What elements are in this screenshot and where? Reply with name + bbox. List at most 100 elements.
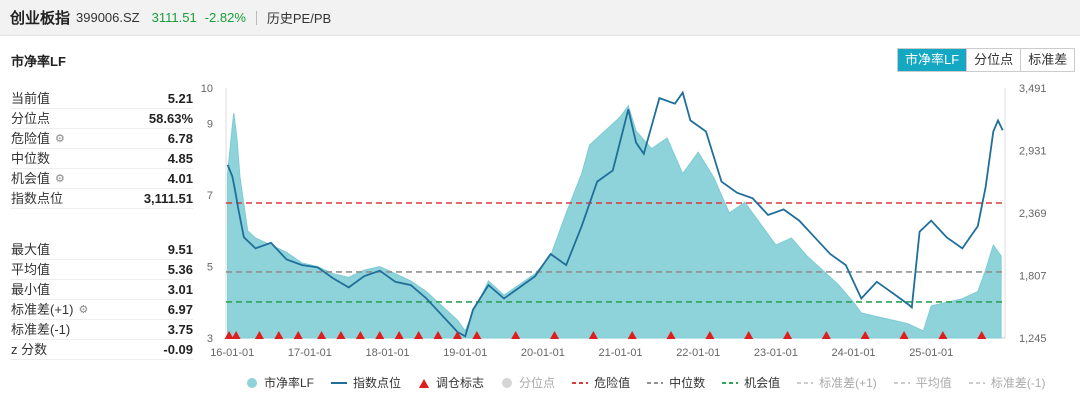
gear-icon[interactable]: ⚙ xyxy=(78,303,89,316)
gear-icon[interactable]: ⚙ xyxy=(55,132,65,145)
rebalance-marker xyxy=(705,331,715,339)
x-tick-label: 21-01-01 xyxy=(599,347,643,359)
x-tick-label: 19-01-01 xyxy=(443,347,487,359)
stat-label-text: 最小值 xyxy=(11,281,51,297)
legend-label: 机会值 xyxy=(744,376,781,390)
tab-percentile[interactable]: 分位点 xyxy=(966,49,1021,71)
stat-label: 分位点 xyxy=(11,109,50,128)
rebalance-marker xyxy=(433,331,443,339)
rebalance-marker xyxy=(254,331,264,339)
stat-value: 58.63% xyxy=(148,111,193,126)
legend-symbol xyxy=(572,381,589,384)
x-tick-label: 24-01-01 xyxy=(832,347,876,359)
rebalance-marker xyxy=(394,331,404,339)
header-bar: 创业板指 399006.SZ 3111.51 -2.82% 历史PE/PB xyxy=(0,0,1080,36)
legend-item[interactable]: 危险值 xyxy=(572,374,630,391)
stat-row: 分位点 58.63% xyxy=(11,109,193,129)
chart-subtitle: 市净率LF xyxy=(11,54,66,69)
stat-value: 4.85 xyxy=(167,151,193,166)
y-right-tick-label: 2,369 xyxy=(1019,208,1047,220)
rebalance-marker xyxy=(666,331,676,339)
stat-value: 3,111.51 xyxy=(143,191,193,206)
y-right-tick-label: 1,245 xyxy=(1019,333,1047,345)
pb-area-series xyxy=(227,104,1002,339)
stat-value: 6.97 xyxy=(167,302,193,317)
stats-panel-top: 当前值 5.21 分位点 58.63% 危险值 ⚙ 6.78 中位数 4.85 机会值 ⚙ 4.01 指… xyxy=(11,89,193,209)
rebalance-marker xyxy=(274,331,284,339)
stat-value: 9.51 xyxy=(167,242,193,257)
rebalance-marker xyxy=(231,331,241,339)
legend-item[interactable]: 机会值 xyxy=(722,374,780,391)
legend-item[interactable]: 调仓标志 xyxy=(418,374,484,391)
legend-item[interactable]: 标准差(+1) xyxy=(797,374,877,391)
stat-row: 最大值 9.51 xyxy=(11,240,193,260)
stat-row: 标准差(+1) ⚙ 6.97 xyxy=(11,300,193,320)
stat-label-text: 当前值 xyxy=(11,90,51,106)
rebalance-marker xyxy=(821,331,831,339)
stat-label-text: 标准差(-1) xyxy=(11,321,71,337)
stat-label: 标准差(-1) xyxy=(11,320,70,339)
stat-label: z 分数 xyxy=(11,340,47,359)
rebalance-marker xyxy=(336,331,346,339)
legend-item[interactable]: 市净率LF xyxy=(246,374,314,391)
stat-label-text: z 分数 xyxy=(11,341,48,357)
y-right-tick-label: 2,931 xyxy=(1019,145,1047,157)
x-tick-label: 22-01-01 xyxy=(676,347,720,359)
y-left-tick-label: 3 xyxy=(207,333,213,345)
stat-label: 危险值 ⚙ xyxy=(11,129,65,148)
stat-label-text: 危险值 xyxy=(11,130,51,146)
legend-item[interactable]: 分位点 xyxy=(501,374,555,391)
stat-row: 机会值 ⚙ 4.01 xyxy=(11,169,193,189)
view-tabs: 市净率LF 分位点 标准差 xyxy=(897,48,1076,72)
rebalance-marker xyxy=(977,331,987,339)
legend-symbol xyxy=(797,381,814,384)
rebalance-marker xyxy=(375,331,385,339)
legend-item[interactable]: 指数点位 xyxy=(331,374,401,391)
rebalance-marker xyxy=(744,331,754,339)
legend-label: 标准差(-1) xyxy=(990,376,1046,390)
stat-label: 标准差(+1) ⚙ xyxy=(11,300,88,319)
index-line-series xyxy=(226,90,1004,338)
gear-icon[interactable]: ⚙ xyxy=(55,172,65,185)
stat-row: 指数点位 3,111.51 xyxy=(11,189,193,209)
history-link[interactable]: 历史PE/PB xyxy=(266,11,332,26)
legend-symbol xyxy=(331,381,348,384)
tab-stddev[interactable]: 标准差 xyxy=(1020,49,1075,71)
x-tick-label: 16-01-01 xyxy=(210,347,254,359)
legend-item[interactable]: 中位数 xyxy=(647,374,705,391)
stat-label: 机会值 ⚙ xyxy=(11,169,65,188)
legend-symbol xyxy=(968,381,985,384)
stat-label-text: 标准差(+1) xyxy=(11,301,74,317)
legend-symbol xyxy=(647,381,664,384)
stat-value: 4.01 xyxy=(167,171,193,186)
legend-label: 调仓标志 xyxy=(436,376,485,390)
stat-label: 当前值 xyxy=(11,89,50,108)
rebalance-marker xyxy=(899,331,909,339)
stat-label-text: 机会值 xyxy=(11,170,51,186)
y-left-tick-label: 10 xyxy=(201,83,213,95)
stat-value: 3.75 xyxy=(167,322,193,337)
rebalance-marker xyxy=(472,331,482,339)
chart-legend: 市净率LF 指数点位 调仓标志 分位点 危险值 中位数 机会值 标准差(+1) 平均值 标准差(-… xyxy=(246,374,1062,391)
stat-label-text: 分位点 xyxy=(11,110,51,126)
rebalance-marker xyxy=(414,331,424,339)
x-tick-label: 18-01-01 xyxy=(366,347,410,359)
legend-symbol xyxy=(502,377,513,388)
y-left-tick-label: 5 xyxy=(207,262,213,274)
legend-item[interactable]: 平均值 xyxy=(893,374,952,391)
stat-label: 最大值 xyxy=(11,240,50,259)
rebalance-marker xyxy=(783,331,793,339)
stat-label-text: 最大值 xyxy=(11,241,51,257)
rebalance-marker xyxy=(860,331,870,339)
index-code: 399006.SZ xyxy=(76,10,140,25)
rebalance-marker xyxy=(355,331,365,339)
rebalance-marker xyxy=(550,331,560,339)
stat-label: 最小值 xyxy=(11,280,50,299)
legend-label: 指数点位 xyxy=(353,376,402,390)
legend-item[interactable]: 标准差(-1) xyxy=(968,374,1046,391)
stat-label: 平均值 xyxy=(11,260,50,279)
stat-value: 3.01 xyxy=(167,282,193,297)
legend-label: 中位数 xyxy=(669,376,706,390)
stat-row: 当前值 5.21 xyxy=(11,89,193,109)
tab-pb[interactable]: 市净率LF xyxy=(898,49,967,71)
